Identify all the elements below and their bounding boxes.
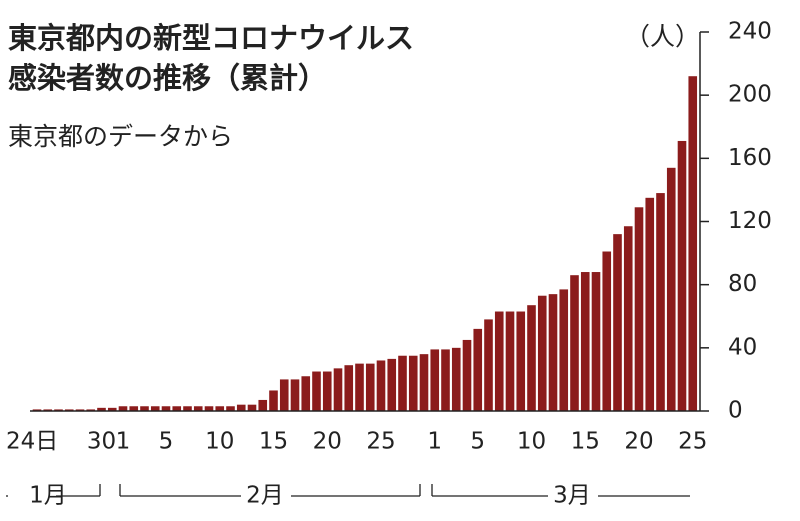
bar [64,409,74,411]
y-tick-label: 200 [728,82,772,108]
y-tick-label: 80 [728,271,757,297]
x-tick-label: 5 [159,429,174,455]
bar [623,226,633,411]
bar [269,390,278,411]
bar [290,379,300,411]
bar [355,363,364,411]
bar [129,406,139,411]
bar [172,406,182,411]
bar [494,311,504,411]
bar [591,272,601,411]
bar [140,406,149,411]
y-tick-label: 120 [728,208,772,234]
bar [312,371,321,411]
bar [107,407,117,411]
bar [580,272,590,411]
bar [516,311,526,411]
bar [97,407,106,411]
bar [462,339,472,411]
bar [548,294,558,411]
bar [613,234,622,411]
bar [258,399,268,411]
bar [484,319,493,411]
bar [559,289,569,411]
bar [43,409,53,411]
x-tick-label: 24日 [6,429,58,455]
x-tick-label: 25 [678,429,707,455]
bar [387,358,397,411]
x-tick-label: 20 [624,429,653,455]
bar [688,76,698,411]
bar [398,355,407,411]
bar [505,311,515,411]
x-tick-label: 15 [259,429,288,455]
bar [473,328,483,411]
bar [150,406,160,411]
bar [656,193,665,411]
bar [677,140,687,411]
y-tick-label: 240 [728,19,772,45]
bar [183,406,192,411]
chart-title: 東京都内の新型コロナウイルス [8,21,414,55]
chart-title: 感染者数の推移（累計） [8,61,327,95]
y-axis-label: （人） [625,22,700,51]
bar [344,365,354,411]
bar [408,355,418,411]
bar [441,349,450,411]
bar [279,379,289,411]
bar [451,347,461,411]
x-tick-label: 1 [116,429,131,455]
bar [193,406,203,411]
y-tick-label: 0 [728,398,743,424]
bar [161,406,171,411]
bar [236,404,246,411]
month-label: 1月 [29,483,67,509]
bar [301,376,311,411]
bar [537,295,547,411]
bar [570,275,579,411]
y-tick-label: 40 [728,334,757,360]
x-tick-label: 20 [313,429,342,455]
x-tick-label: 1 [427,429,442,455]
x-tick-label: 5 [470,429,485,455]
bar [365,363,375,411]
month-label: 3月 [553,483,591,509]
bar [75,409,85,411]
bar [322,371,332,411]
bar [247,404,257,411]
bar [226,406,235,411]
bar [634,207,644,411]
bar [527,305,536,411]
bar [54,409,63,411]
x-tick-label: 10 [517,429,546,455]
bar [215,406,225,411]
bar [430,349,440,411]
bar [86,409,96,411]
x-tick-label: 15 [571,429,600,455]
x-tick-label: 30 [87,429,116,455]
bar [419,354,429,411]
bar [666,167,676,411]
bar [204,406,214,411]
x-tick-label: 10 [205,429,234,455]
chart-subtitle: 東京都のデータから [8,122,233,151]
x-tick-label: 25 [366,429,395,455]
bar [32,409,42,411]
bar [645,197,655,411]
y-tick-label: 160 [728,145,772,171]
bar [333,368,343,411]
month-label: 2月 [246,483,284,509]
bar [602,251,612,411]
bar [376,360,386,411]
bar [118,406,128,411]
